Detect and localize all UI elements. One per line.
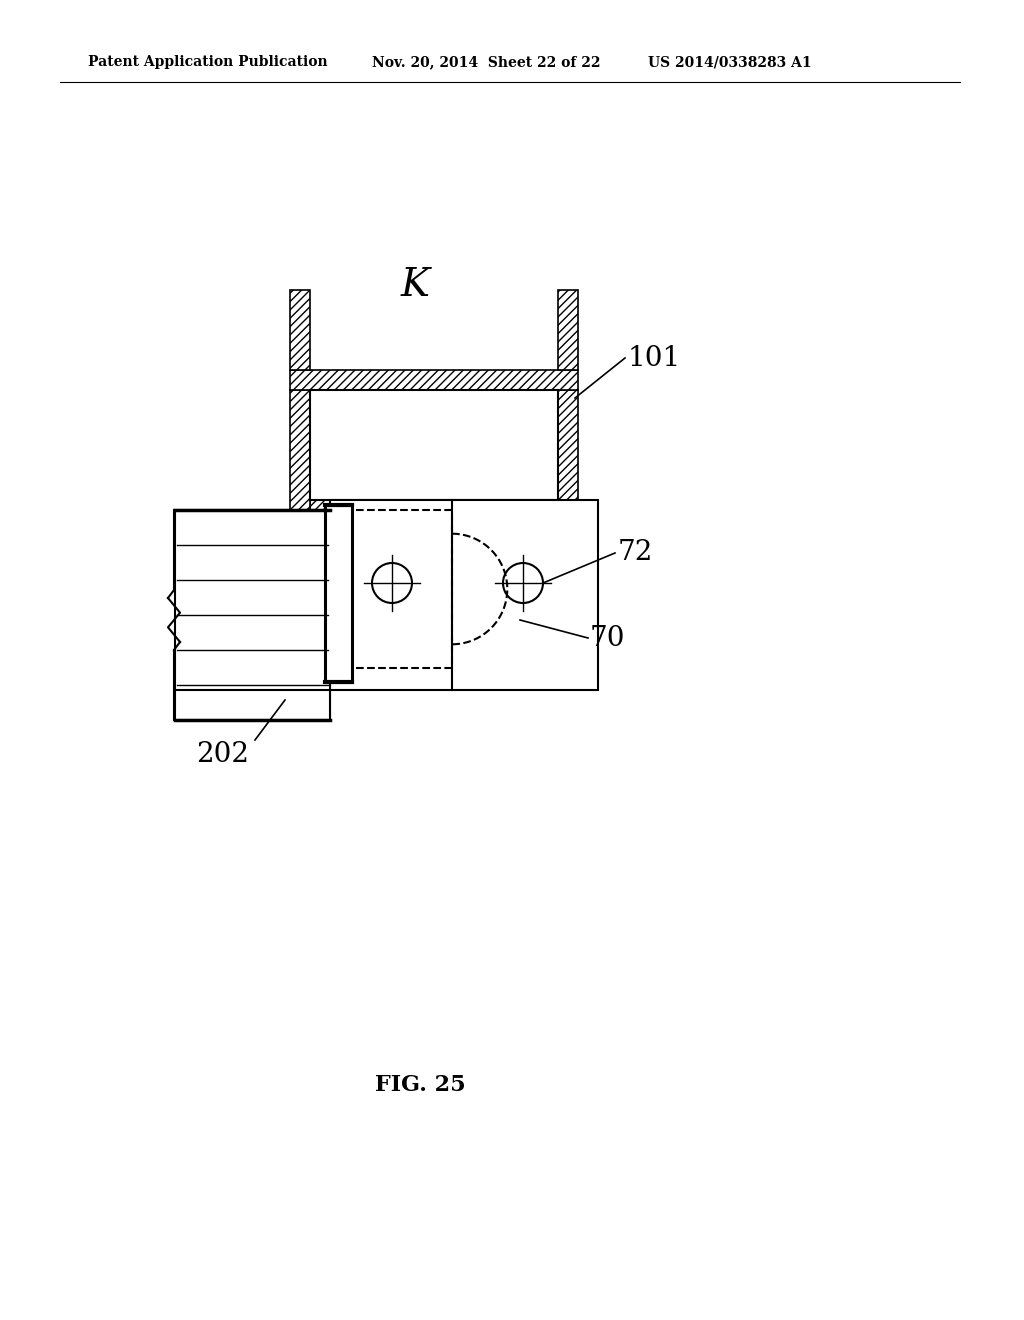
Text: 70: 70 (590, 624, 626, 652)
Bar (290, 290, 310, 370)
Bar (290, 370, 578, 389)
Text: 101: 101 (628, 345, 681, 371)
Bar (310, 389, 558, 500)
Bar (558, 389, 578, 520)
Bar (290, 389, 310, 520)
Bar (330, 500, 598, 690)
Bar (175, 690, 330, 719)
Bar (558, 290, 578, 370)
Text: Nov. 20, 2014  Sheet 22 of 22: Nov. 20, 2014 Sheet 22 of 22 (372, 55, 600, 69)
Text: US 2014/0338283 A1: US 2014/0338283 A1 (648, 55, 812, 69)
Text: 72: 72 (618, 540, 653, 566)
Text: K: K (400, 267, 429, 304)
Text: FIG. 25: FIG. 25 (375, 1074, 465, 1096)
Text: Patent Application Publication: Patent Application Publication (88, 55, 328, 69)
Bar (325, 506, 352, 682)
Text: 202: 202 (196, 742, 249, 768)
Bar (310, 500, 558, 520)
Bar (345, 510, 452, 668)
Bar (175, 510, 330, 719)
